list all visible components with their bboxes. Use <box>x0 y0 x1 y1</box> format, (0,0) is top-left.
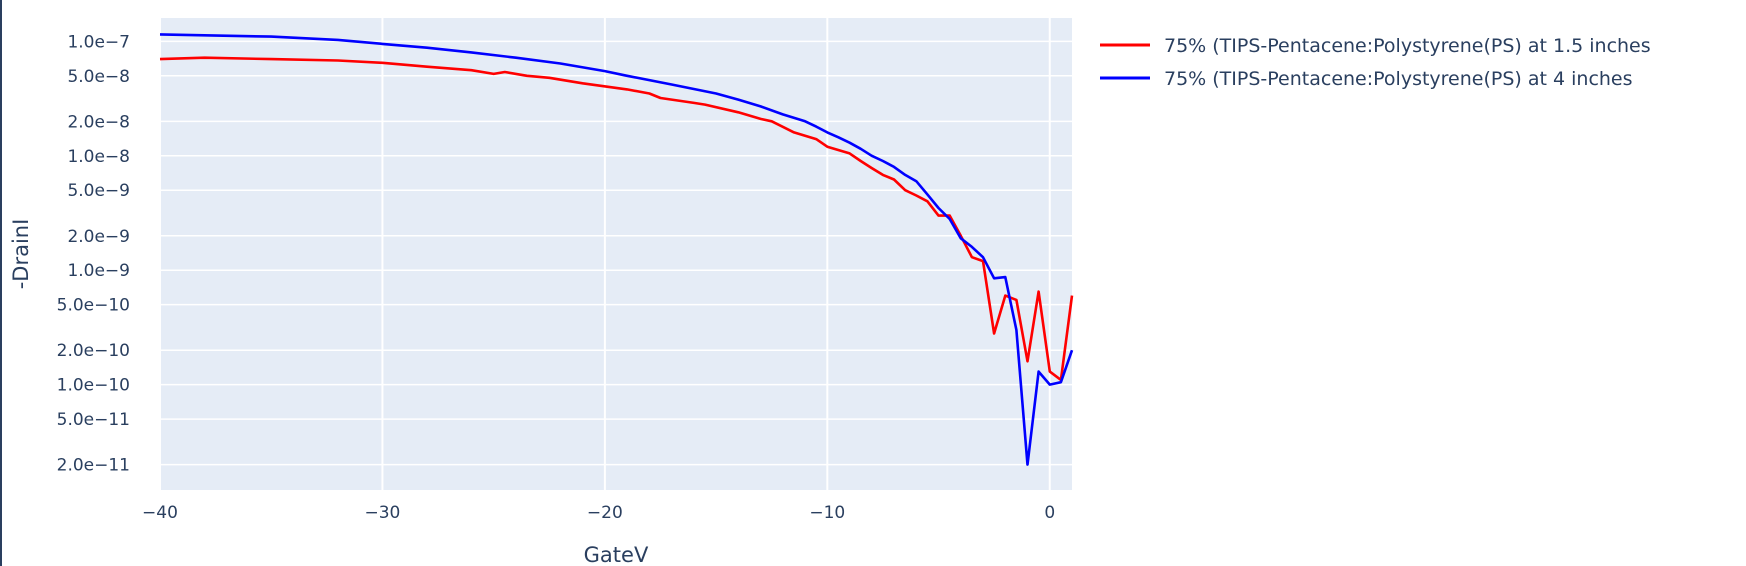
y-tick-label: 1.0e−10 <box>57 376 130 396</box>
y-tick-label: 1.0e−9 <box>67 261 130 281</box>
x-tick-label: −40 <box>142 503 178 523</box>
legend-label: 75% (TIPS-Pentacene:Polystyrene(PS) at 1… <box>1164 35 1651 57</box>
y-tick-label: 2.0e−11 <box>57 456 130 476</box>
gridlines <box>159 18 1072 490</box>
y-tick-label: 1.0e−7 <box>67 32 130 52</box>
series-lines <box>159 33 1074 466</box>
x-tick-label: −10 <box>809 503 845 523</box>
legend-label: 75% (TIPS-Pentacene:Polystyrene(PS) at 4… <box>1164 68 1633 90</box>
legend-item-1[interactable]: 75% (TIPS-Pentacene:Polystyrene(PS) at 1… <box>1100 35 1651 57</box>
series-line-1 <box>159 56 1074 382</box>
series-line-2 <box>159 33 1074 466</box>
y-tick-label: 5.0e−10 <box>57 296 130 316</box>
x-tick-label: −30 <box>364 503 400 523</box>
y-tick-label: 5.0e−11 <box>57 410 130 430</box>
window-left-edge <box>0 0 2 566</box>
plot-area <box>160 18 1072 490</box>
x-axis-ticks: −40 −30 −20 −10 0 <box>142 503 1055 523</box>
legend[interactable]: 75% (TIPS-Pentacene:Polystyrene(PS) at 1… <box>1100 35 1651 90</box>
x-axis-title: GateV <box>584 543 649 566</box>
x-tick-label: 0 <box>1044 503 1055 523</box>
y-tick-label: 2.0e−10 <box>57 341 130 361</box>
y-tick-label: 2.0e−8 <box>67 112 130 132</box>
y-tick-label: 2.0e−9 <box>67 227 130 247</box>
x-tick-label: −20 <box>587 503 623 523</box>
y-tick-label: 5.0e−8 <box>67 67 130 87</box>
y-axis-ticks: 1.0e−7 5.0e−8 2.0e−8 1.0e−8 5.0e−9 2.0e−9 1.0e… <box>57 32 130 475</box>
legend-item-2[interactable]: 75% (TIPS-Pentacene:Polystyrene(PS) at 4… <box>1100 68 1633 90</box>
y-axis-title: -DrainI <box>9 219 33 290</box>
y-tick-label: 1.0e−8 <box>67 147 130 167</box>
y-tick-label: 5.0e−9 <box>67 181 130 201</box>
